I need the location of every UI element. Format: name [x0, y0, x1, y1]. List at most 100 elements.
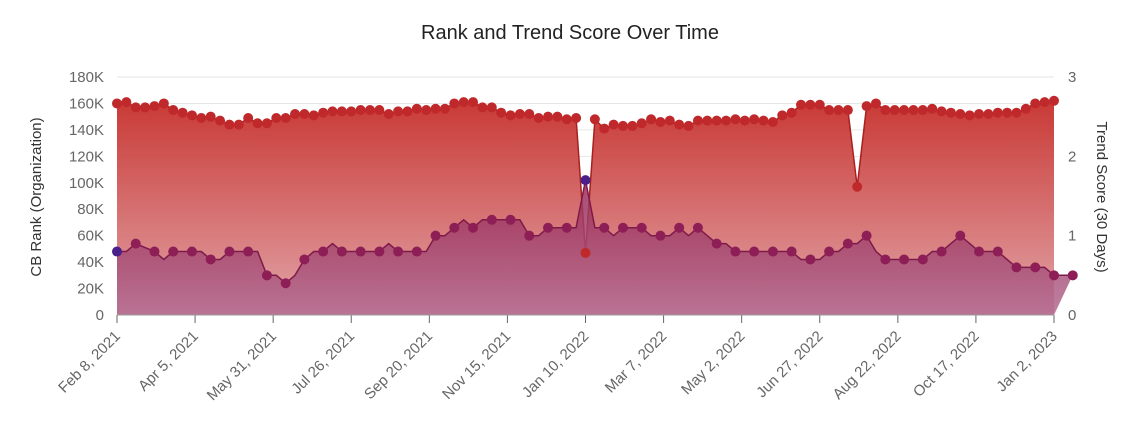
rank-point: [1002, 107, 1013, 118]
x-tick-label: Jan 2, 2023: [993, 328, 1060, 395]
rank-point: [983, 109, 994, 120]
x-tick-label: Jul 26, 2021: [288, 328, 358, 398]
rank-point: [430, 103, 441, 114]
rank-point: [870, 98, 881, 109]
rank-point: [721, 115, 732, 126]
rank-point: [252, 118, 263, 129]
rank-point: [299, 109, 310, 120]
trend-point: [318, 246, 329, 257]
rank-point: [505, 110, 516, 121]
rank-point: [421, 105, 432, 116]
rank-point: [571, 112, 582, 123]
rank-point: [383, 109, 394, 120]
rank-point: [655, 116, 666, 127]
rank-point: [702, 115, 713, 126]
rank-point: [402, 106, 413, 117]
rank-point: [290, 109, 301, 120]
rank-point: [589, 114, 600, 125]
rank-point: [121, 97, 132, 108]
rank-point: [205, 111, 216, 122]
rank-point: [552, 111, 563, 122]
trend-point: [824, 246, 835, 257]
trend-point: [149, 246, 160, 257]
y-left-tick-label: 120K: [69, 148, 104, 165]
rank-point: [627, 120, 638, 131]
rank-point: [496, 107, 507, 118]
rank-point: [917, 105, 928, 116]
trend-point: [168, 246, 179, 257]
rank-point: [524, 109, 535, 120]
trend-point: [1011, 262, 1022, 273]
rank-point: [758, 115, 769, 126]
rank-point: [177, 107, 188, 118]
trend-point: [955, 230, 966, 241]
rank-point: [186, 110, 197, 121]
trend-point: [655, 230, 666, 241]
x-tick-label: Jan 10, 2022: [519, 328, 592, 401]
trend-point: [1030, 262, 1041, 273]
rank-point: [1039, 97, 1050, 108]
trend-point: [842, 238, 853, 249]
rank-point: [1011, 107, 1022, 118]
trend-point: [992, 246, 1003, 257]
rank-point: [411, 103, 422, 114]
trend-point: [486, 214, 497, 225]
rank-point: [617, 120, 628, 131]
rank-point: [955, 109, 966, 120]
rank-point: [514, 109, 525, 120]
x-tick-label: Jun 27, 2022: [753, 328, 826, 401]
rank-point: [899, 105, 910, 116]
rank-point: [458, 97, 469, 108]
trend-point: [580, 175, 591, 186]
trend-point: [1067, 270, 1078, 281]
rank-point: [842, 105, 853, 116]
x-tick-label: Nov 15, 2021: [439, 328, 514, 403]
rank-point: [824, 105, 835, 116]
y-left-tick-label: 40K: [77, 254, 104, 271]
rank-point: [599, 123, 610, 134]
y-left-tick-label: 20K: [77, 281, 104, 298]
x-tick-label: Feb 8, 2021: [55, 328, 124, 397]
rank-point: [777, 110, 788, 121]
trend-point: [899, 254, 910, 265]
trend-point: [468, 222, 479, 233]
rank-point: [833, 105, 844, 116]
rank-point: [486, 102, 497, 113]
rank-point: [805, 99, 816, 110]
rank-point: [196, 112, 207, 123]
rank-point: [112, 98, 122, 109]
rank-point: [449, 98, 460, 109]
line-trend: [117, 179, 1073, 285]
rank-point: [233, 119, 244, 130]
trend-point: [224, 246, 235, 257]
trend-point: [112, 246, 122, 257]
rank-point: [374, 105, 385, 116]
rank-point: [974, 109, 985, 120]
rank-point: [140, 102, 151, 113]
series-areas: [116, 100, 1073, 315]
rank-point: [749, 114, 760, 125]
rank-point: [580, 247, 591, 258]
x-tick-label: Sep 20, 2021: [361, 328, 436, 403]
y-left-tick-label: 160K: [69, 95, 104, 112]
rank-point: [1030, 98, 1041, 109]
rank-point: [889, 105, 900, 116]
trend-point: [449, 222, 460, 233]
rank-point: [880, 105, 891, 116]
rank-point: [767, 116, 778, 127]
x-tick-label: Aug 22, 2022: [830, 328, 905, 403]
rank-point: [674, 119, 685, 130]
y-right-tick-label: 1: [1068, 228, 1076, 245]
trend-point: [880, 254, 891, 265]
trend-point: [336, 246, 347, 257]
trend-point: [767, 246, 778, 257]
rank-point: [814, 99, 825, 110]
rank-point: [215, 115, 226, 126]
rank-point: [271, 112, 282, 123]
trend-point: [917, 254, 928, 265]
rank-point: [318, 107, 329, 118]
y-right-axis-title: Trend Score (30 Days): [1093, 121, 1110, 272]
x-tick-label: May 2, 2022: [678, 328, 748, 398]
x-tick-label: Mar 7, 2022: [602, 328, 671, 397]
rank-point: [261, 118, 272, 129]
